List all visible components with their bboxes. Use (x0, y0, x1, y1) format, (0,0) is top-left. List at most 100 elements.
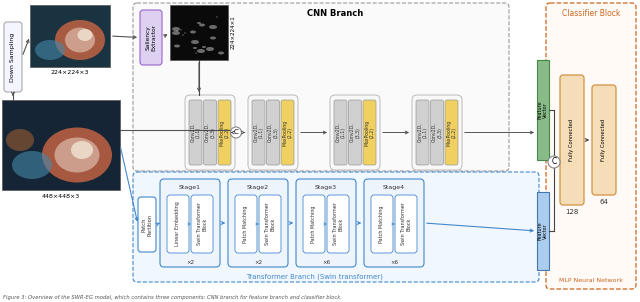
Text: Fully Connected: Fully Connected (602, 119, 607, 161)
Text: Patch Matching: Patch Matching (312, 205, 317, 243)
Ellipse shape (35, 40, 65, 60)
Bar (30, 5, 110, 67)
Text: Swin Transformer
Block: Swin Transformer Block (264, 203, 275, 246)
Text: Patch
Partition: Patch Partition (141, 214, 152, 236)
Text: Stage1: Stage1 (179, 185, 201, 191)
Text: Conv2D,
(1,1): Conv2D, (1,1) (253, 123, 264, 142)
FancyBboxPatch shape (395, 195, 417, 253)
Ellipse shape (202, 46, 206, 48)
Text: MaxPooling
(2,2): MaxPooling (2,2) (219, 119, 230, 146)
Text: C: C (552, 158, 557, 166)
Ellipse shape (193, 47, 197, 49)
Bar (537, 60, 549, 160)
Text: Stage3: Stage3 (315, 185, 337, 191)
Text: Figure 3: Overview of the SWR-EG model, which contains three components: CNN bra: Figure 3: Overview of the SWR-EG model, … (3, 294, 342, 300)
Ellipse shape (206, 47, 214, 51)
Bar (537, 192, 549, 270)
FancyBboxPatch shape (431, 100, 444, 165)
FancyBboxPatch shape (363, 100, 376, 165)
Text: Swin Transformer
Block: Swin Transformer Block (333, 203, 344, 246)
FancyBboxPatch shape (191, 195, 213, 253)
Ellipse shape (209, 25, 217, 29)
Ellipse shape (12, 151, 52, 179)
Ellipse shape (184, 33, 186, 34)
FancyBboxPatch shape (235, 195, 257, 253)
Ellipse shape (191, 40, 199, 44)
Text: 128: 128 (565, 209, 579, 215)
FancyBboxPatch shape (592, 85, 616, 195)
Text: ×2: ×2 (254, 259, 262, 265)
Text: Down Sampling: Down Sampling (10, 32, 15, 82)
Text: Conv2D,
(3,3): Conv2D, (3,3) (268, 123, 278, 142)
Text: Fully Connected: Fully Connected (570, 119, 575, 161)
FancyBboxPatch shape (303, 195, 325, 253)
FancyBboxPatch shape (133, 3, 509, 171)
Ellipse shape (197, 49, 205, 53)
Text: Saliency
Extractor: Saliency Extractor (146, 24, 156, 51)
FancyBboxPatch shape (349, 100, 362, 165)
Text: MLP Neural Network: MLP Neural Network (559, 278, 623, 282)
Text: Classifier Block: Classifier Block (562, 9, 620, 18)
FancyBboxPatch shape (371, 195, 393, 253)
Ellipse shape (55, 20, 105, 60)
FancyBboxPatch shape (445, 100, 458, 165)
FancyBboxPatch shape (140, 10, 162, 65)
Ellipse shape (210, 37, 216, 40)
FancyBboxPatch shape (252, 100, 265, 165)
Text: Swin Transformer
Block: Swin Transformer Block (401, 203, 412, 246)
Ellipse shape (65, 27, 95, 53)
FancyBboxPatch shape (281, 100, 294, 165)
Text: Swin Transformer
Block: Swin Transformer Block (196, 203, 207, 246)
Ellipse shape (42, 127, 112, 182)
Ellipse shape (199, 24, 205, 27)
FancyBboxPatch shape (296, 179, 356, 267)
Text: Stage2: Stage2 (247, 185, 269, 191)
Text: Conv2D,
(3,3): Conv2D, (3,3) (205, 123, 216, 142)
FancyBboxPatch shape (204, 100, 216, 165)
FancyBboxPatch shape (412, 95, 462, 170)
Text: Linear Embedding: Linear Embedding (175, 201, 180, 246)
Text: Conv2D,
(3,3): Conv2D, (3,3) (431, 123, 442, 142)
FancyBboxPatch shape (327, 195, 349, 253)
Ellipse shape (180, 30, 182, 31)
Bar (170, 5, 228, 60)
Ellipse shape (218, 52, 224, 54)
Text: MaxPooling
(2,2): MaxPooling (2,2) (364, 119, 375, 146)
FancyBboxPatch shape (189, 100, 202, 165)
Ellipse shape (174, 44, 180, 47)
Text: Conv2D,
(1,1): Conv2D, (1,1) (190, 123, 201, 142)
FancyBboxPatch shape (160, 179, 220, 267)
Ellipse shape (197, 22, 201, 24)
Text: C: C (234, 130, 238, 136)
Text: 224×224×3: 224×224×3 (51, 69, 89, 75)
Circle shape (548, 156, 560, 168)
FancyBboxPatch shape (364, 179, 424, 267)
Text: Conv2D,
(1,1): Conv2D, (1,1) (335, 123, 346, 142)
Text: 448×448×3: 448×448×3 (42, 194, 80, 198)
Text: MaxPooling
(2,2): MaxPooling (2,2) (446, 119, 457, 146)
Ellipse shape (54, 137, 99, 172)
FancyBboxPatch shape (228, 179, 288, 267)
Text: Conv2D,
(1,1): Conv2D, (1,1) (417, 123, 428, 142)
Ellipse shape (77, 29, 93, 41)
Circle shape (230, 127, 241, 138)
Text: MaxPooling
(2,2): MaxPooling (2,2) (282, 119, 293, 146)
FancyBboxPatch shape (330, 95, 380, 170)
Bar (2, 100, 120, 190)
FancyBboxPatch shape (416, 100, 429, 165)
Ellipse shape (6, 129, 34, 151)
Text: Patch Matching: Patch Matching (380, 205, 385, 243)
Text: Stage4: Stage4 (383, 185, 405, 191)
Text: Feature
Vector: Feature Vector (538, 101, 548, 119)
FancyBboxPatch shape (167, 195, 189, 253)
FancyBboxPatch shape (546, 3, 636, 289)
FancyBboxPatch shape (560, 75, 584, 205)
FancyBboxPatch shape (218, 100, 231, 165)
FancyBboxPatch shape (185, 95, 235, 170)
FancyBboxPatch shape (138, 197, 156, 252)
Text: Feature
Vector: Feature Vector (538, 222, 548, 240)
Text: Patch Matching: Patch Matching (243, 205, 248, 243)
FancyBboxPatch shape (248, 95, 298, 170)
Text: 224×224×1: 224×224×1 (230, 16, 236, 49)
FancyBboxPatch shape (133, 172, 539, 282)
